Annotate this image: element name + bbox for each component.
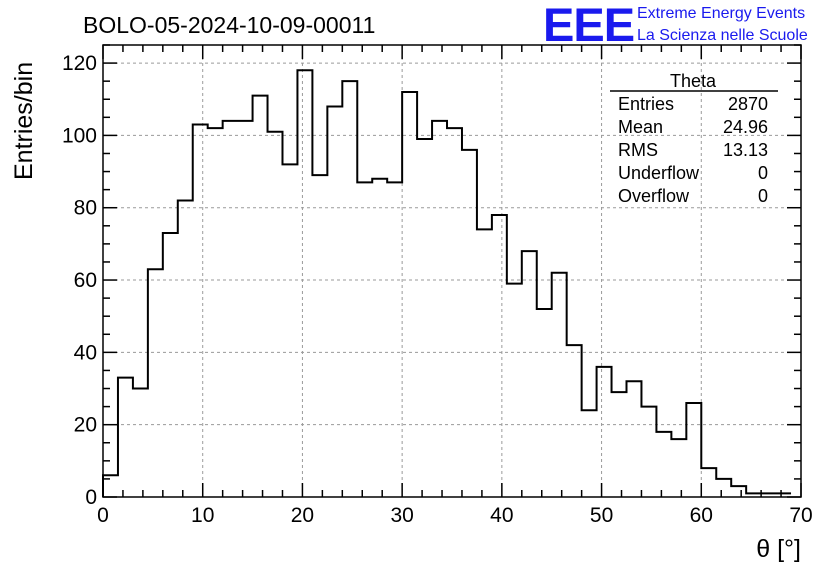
- y-tick-label: 20: [74, 414, 97, 437]
- stats-label: RMS: [618, 140, 658, 160]
- grid-lines: [103, 45, 801, 497]
- eee-logo: EEE Extreme Energy Events La Scienza nel…: [543, 0, 808, 51]
- stats-value: 2870: [728, 94, 768, 114]
- x-tick-label: 70: [789, 504, 812, 527]
- logo-line1: Extreme Energy Events: [637, 5, 805, 22]
- logo-mark: EEE: [543, 0, 634, 51]
- x-tick-label: 30: [390, 504, 413, 527]
- x-tick-label: 20: [291, 504, 314, 527]
- x-tick-label: 10: [191, 504, 214, 527]
- y-tick-label: 80: [74, 197, 97, 220]
- y-axis-label: Entries/bin: [10, 62, 38, 180]
- logo-line2: La Scienza nelle Scuole: [637, 27, 808, 44]
- y-tick-label: 100: [62, 124, 97, 147]
- stats-box: Theta Entries 2870 Mean 24.96 RMS 13.13 Underf…: [610, 71, 778, 206]
- stats-label: Underflow: [618, 163, 700, 183]
- stats-title: Theta: [670, 71, 717, 91]
- x-tick-label: 60: [690, 504, 713, 527]
- stats-value: 24.96: [723, 117, 768, 137]
- x-tick-label: 0: [97, 504, 109, 527]
- stats-label: Mean: [618, 117, 663, 137]
- stats-label: Overflow: [618, 186, 690, 206]
- y-tick-label: 60: [74, 269, 97, 292]
- stats-value: 0: [758, 163, 768, 183]
- stats-label: Entries: [618, 94, 674, 114]
- x-tick-label: 40: [490, 504, 513, 527]
- chart-title: BOLO-05-2024-10-09-00011: [83, 12, 375, 38]
- y-tick-label: 0: [85, 486, 97, 509]
- histogram-series: [102, 69, 792, 497]
- plot-frame: [102, 44, 802, 498]
- y-tick-label: 120: [62, 52, 97, 75]
- y-tick-label: 40: [74, 341, 97, 364]
- stats-value: 13.13: [723, 140, 768, 160]
- x-axis: 0 10 20 30 40 50 60 70: [97, 45, 813, 527]
- stats-rows: Entries 2870 Mean 24.96 RMS 13.13 Underflow 0 Ov…: [618, 94, 768, 206]
- stats-value: 0: [758, 186, 768, 206]
- y-axis: 0 20 40 60 80 100 120: [62, 44, 801, 509]
- x-axis-label: θ [°]: [756, 535, 801, 563]
- x-tick-label: 50: [590, 504, 613, 527]
